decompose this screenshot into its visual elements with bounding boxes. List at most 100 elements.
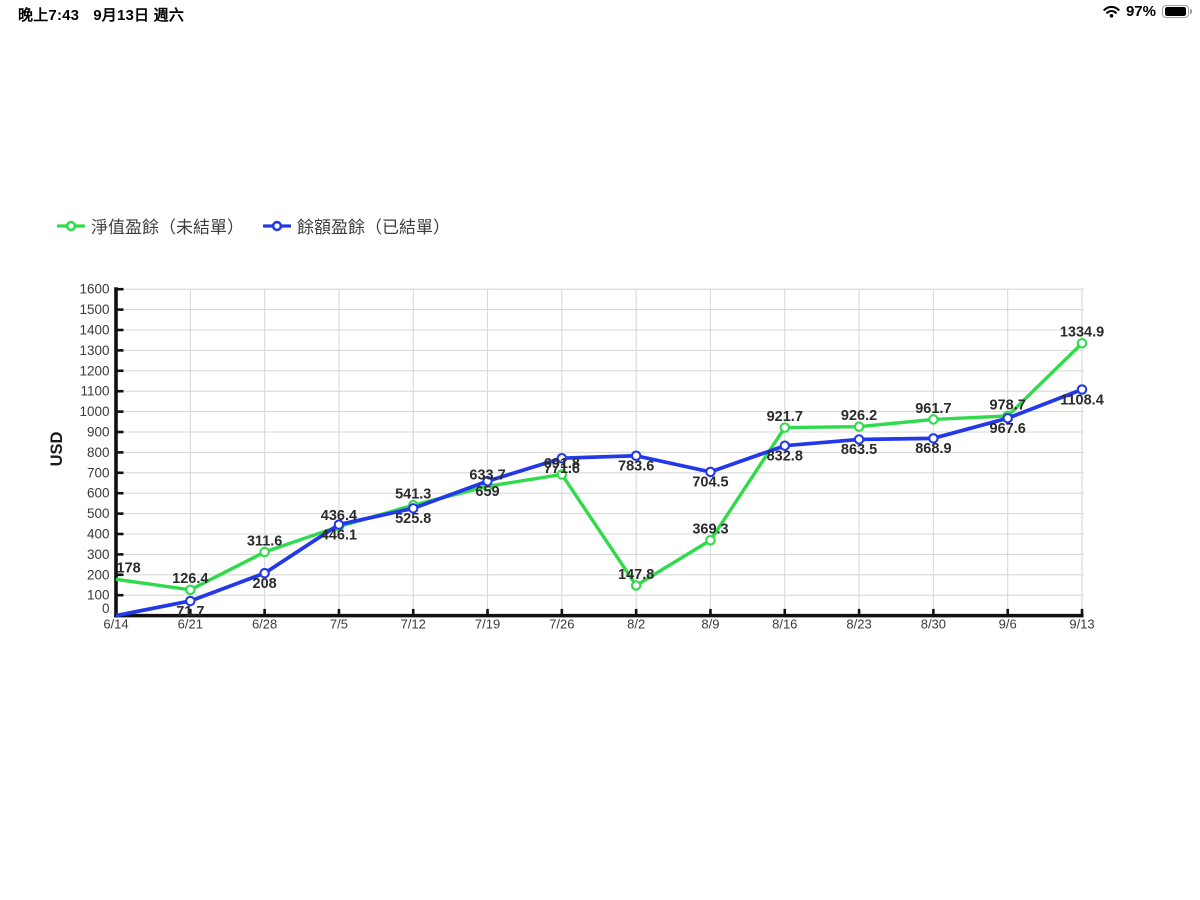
data-label: 369.3: [692, 522, 728, 538]
x-tick-label: 6/14: [103, 616, 128, 631]
status-time: 晚上7:43: [18, 7, 80, 24]
data-label: 704.5: [692, 475, 728, 491]
chart-legend: 淨值盈餘（未結單） 餘額盈餘（已結單）: [57, 213, 450, 238]
status-bar: 晚上7:43 9月13日 週六 97%: [0, 0, 1200, 24]
status-date: 9月13日 週六: [93, 7, 185, 24]
data-point-marker[interactable]: [259, 546, 270, 558]
y-tick-label: 1200: [79, 363, 109, 378]
data-label: 147.8: [618, 567, 654, 583]
data-point-marker[interactable]: [779, 440, 791, 451]
y-tick-label: 500: [87, 506, 110, 521]
data-label: 771.6: [544, 461, 580, 477]
data-label: 208: [253, 576, 277, 592]
x-tick-label: 6/28: [252, 616, 277, 631]
y-tick-label: 1600: [79, 282, 109, 297]
status-left: 晚上7:43 9月13日 週六: [18, 4, 184, 25]
data-point-marker[interactable]: [928, 414, 939, 425]
data-label: 921.7: [767, 409, 803, 425]
y-tick-label: 400: [87, 527, 110, 542]
battery-nub: [1189, 8, 1192, 14]
y-tick-label: 100: [87, 588, 110, 603]
data-label: 1108.4: [1060, 392, 1104, 408]
y-tick-label: 1400: [79, 323, 109, 338]
data-point-marker[interactable]: [482, 475, 493, 487]
data-label: 967.6: [990, 421, 1026, 437]
data-point-marker[interactable]: [705, 535, 716, 546]
y-tick-label: 1500: [79, 302, 109, 317]
y-tick-label: 1000: [79, 404, 109, 419]
data-label: 126.4: [172, 571, 208, 587]
data-label: 691.8: [544, 456, 580, 472]
data-point-marker[interactable]: [333, 519, 345, 530]
data-point-marker[interactable]: [407, 503, 419, 514]
data-point-marker[interactable]: [630, 450, 642, 461]
data-point-marker[interactable]: [185, 584, 196, 596]
data-label: 436.4: [321, 508, 357, 524]
x-tick-label: 8/30: [921, 616, 946, 631]
data-point-marker[interactable]: [630, 580, 642, 591]
battery-percent: 97%: [1125, 3, 1156, 20]
data-label: 525.8: [395, 511, 431, 527]
data-point-marker[interactable]: [1076, 338, 1088, 349]
data-label: 541.3: [395, 487, 431, 503]
data-label: 926.2: [841, 408, 877, 424]
x-tick-label: 7/26: [549, 616, 574, 631]
data-label: 961.7: [915, 401, 951, 417]
data-label: 446.1: [321, 527, 357, 543]
y-tick-label: 300: [87, 547, 110, 562]
legend-label-net-equity-profit: 淨值盈餘（未結單）: [91, 218, 244, 237]
data-point-marker[interactable]: [185, 595, 196, 607]
data-point-marker[interactable]: [779, 422, 791, 433]
y-tick-label: 600: [87, 486, 110, 501]
data-point-marker[interactable]: [259, 567, 270, 579]
y-tick-label: 0: [102, 601, 110, 616]
data-point-marker[interactable]: [928, 433, 939, 444]
y-tick-label: 200: [87, 567, 110, 582]
legend-label-balance-profit: 餘額盈餘（已結單）: [297, 218, 450, 237]
data-label: 1334.9: [1060, 325, 1104, 341]
data-label: 978.7: [990, 397, 1026, 413]
data-label: 633.7: [469, 468, 505, 484]
x-tick-label: 9/6: [999, 616, 1017, 631]
x-tick-label: 8/2: [627, 616, 645, 631]
data-point-marker[interactable]: [853, 434, 865, 445]
x-tick-label: 8/16: [772, 616, 797, 631]
data-label: 311.6: [247, 533, 283, 549]
y-tick-label: 800: [87, 445, 110, 460]
x-tick-label: 7/12: [401, 616, 426, 631]
x-tick-label: 7/19: [475, 616, 500, 631]
data-label: 71.7: [176, 604, 204, 620]
series-line-green: [115, 342, 1084, 592]
legend-item-balance-profit[interactable]: 餘額盈餘（已結單）: [263, 213, 450, 238]
data-label: 832.8: [767, 449, 803, 465]
x-tick-label: 7/5: [330, 616, 348, 631]
x-tick-label: 8/23: [846, 616, 871, 631]
status-right: 97%: [1103, 3, 1192, 20]
y-tick-label: 1100: [80, 384, 109, 399]
legend-marker-green-icon: [57, 220, 85, 231]
battery-icon: [1162, 4, 1192, 19]
y-tick-label: 900: [87, 425, 110, 440]
data-point-marker[interactable]: [853, 421, 865, 432]
x-tick-label: 9/13: [1069, 616, 1094, 631]
data-point-marker[interactable]: [1076, 384, 1088, 395]
y-tick-label: 700: [87, 465, 110, 480]
data-label: 659: [475, 484, 499, 500]
legend-marker-blue-icon: [263, 220, 291, 231]
y-tick-label: 1300: [79, 343, 109, 358]
data-point-marker[interactable]: [556, 452, 568, 464]
legend-item-net-equity-profit[interactable]: 淨值盈餘（未結單）: [57, 213, 244, 238]
series-line-blue: [115, 387, 1083, 618]
data-point-marker[interactable]: [1002, 412, 1013, 424]
data-label: 178: [117, 561, 141, 577]
data-point-marker[interactable]: [556, 469, 568, 480]
data-label: 783.6: [618, 459, 654, 475]
x-tick-label: 6/21: [178, 616, 203, 631]
wifi-icon: [1103, 5, 1120, 18]
data-point-marker[interactable]: [705, 466, 716, 478]
x-tick-label: 8/9: [701, 616, 719, 631]
y-axis-title: USD: [48, 432, 66, 467]
data-label: 868.9: [915, 441, 951, 457]
